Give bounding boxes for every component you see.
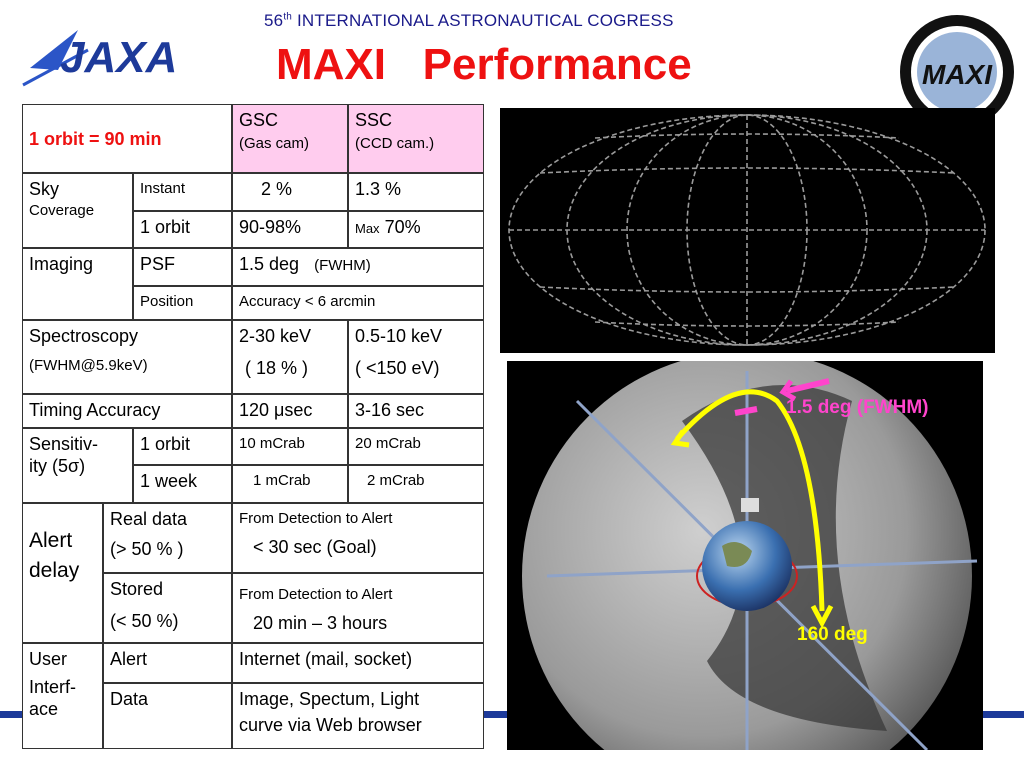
spec-ssc-cell: 0.5-10 keV ( <150 eV): [348, 320, 484, 394]
orbit-header: 1 orbit = 90 min: [22, 104, 232, 173]
stored-value: 20 min – 3 hours: [253, 613, 388, 633]
orbit-ssc-value: 70%: [384, 217, 421, 237]
instant-gsc-cell: 2 %: [232, 173, 348, 211]
timing-gsc-cell: 120 μsec: [232, 394, 348, 428]
instant-cell: Instant: [133, 173, 232, 211]
footer-rule: [982, 711, 1024, 718]
alert-value-cell: Internet (mail, socket): [232, 643, 484, 683]
psf-cell: PSF: [133, 248, 232, 286]
real-data-from: From Detection to Alert: [239, 510, 393, 527]
svg-text:JAXA: JAXA: [60, 33, 177, 82]
gsc-header: GSC (Gas cam): [232, 104, 348, 173]
spec-ssc-sub: ( <150 eV): [355, 358, 440, 378]
real-data-sublabel: (> 50 % ): [110, 539, 184, 559]
user-interface-cell: User Interf- ace: [22, 643, 103, 749]
real-data-value-cell: From Detection to Alert < 30 sec (Goal): [232, 503, 484, 573]
spec-gsc-sub: ( 18 % ): [245, 358, 309, 378]
sens-orbit-cell: 1 orbit: [133, 428, 232, 465]
sensitivity-label: Sensitiv-: [29, 434, 99, 454]
gsc-label: GSC: [239, 110, 279, 130]
stored-label: Stored: [110, 579, 164, 599]
ssc-header: SSC (CCD cam.): [348, 104, 484, 173]
user-label: User: [29, 649, 68, 669]
psf-value: 1.5 deg: [239, 254, 300, 274]
stored-value-cell: From Detection to Alert 20 min – 3 hours: [232, 573, 484, 643]
instant-ssc-cell: 1.3 %: [348, 173, 484, 211]
ace-label: ace: [29, 699, 59, 719]
data-row-cell: Data: [103, 683, 232, 749]
coverage-label: Coverage: [29, 202, 95, 219]
alert-label: Alert: [29, 529, 73, 552]
spectroscopy-cell: Spectroscopy (FWHM@5.9keV): [22, 320, 232, 394]
gsc-sublabel: (Gas cam): [239, 135, 310, 152]
sky-map-image: [500, 108, 995, 353]
stored-cell: Stored (< 50 %): [103, 573, 232, 643]
delay-label: delay: [29, 559, 80, 582]
sens-week-cell: 1 week: [133, 465, 232, 503]
footer-rule: [0, 711, 22, 718]
orbit-text: 1 orbit = 90 min: [29, 129, 162, 149]
timing-ssc-cell: 3-16 sec: [348, 394, 484, 428]
imaging-cell: Imaging: [22, 248, 133, 320]
spec-ssc-value: 0.5-10 keV: [355, 326, 443, 346]
sky-sphere-image: [507, 351, 983, 768]
data-value-line2: curve via Web browser: [239, 715, 422, 735]
spec-gsc-cell: 2-30 keV ( 18 % ): [232, 320, 348, 394]
conference-title: 56th INTERNATIONAL ASTRONAUTICAL COGRESS: [264, 11, 674, 30]
timing-cell: Timing Accuracy: [22, 394, 232, 428]
sky-coverage-cell: Sky Coverage: [22, 173, 133, 248]
sens-week-gsc-cell: 1 mCrab: [232, 465, 348, 503]
position-value-cell: Accuracy < 6 arcmin: [232, 286, 484, 320]
sens-orbit-gsc-cell: 10 mCrab: [232, 428, 348, 465]
psf-value-cell: 1.5 deg (FWHM): [232, 248, 484, 286]
one-orbit-cell: 1 orbit: [133, 211, 232, 248]
data-value-line1: Image, Spectum, Light: [239, 689, 420, 709]
page-title: MAXI Performance: [276, 40, 692, 89]
orbit-ssc-cell: Max 70%: [348, 211, 484, 248]
sensitivity-cell: Sensitiv- ity (5σ): [22, 428, 133, 503]
degree-annotation: 160 deg: [797, 624, 868, 645]
spec-gsc-value: 2-30 keV: [239, 326, 312, 346]
stored-sublabel: (< 50 %): [110, 611, 179, 631]
real-data-label: Real data: [110, 509, 188, 529]
spectroscopy-label: Spectroscopy: [29, 326, 139, 346]
alert-delay-cell: Alert delay: [22, 503, 103, 643]
max-label: Max: [355, 221, 380, 236]
sens-orbit-ssc-cell: 20 mCrab: [348, 428, 484, 465]
alert-row-cell: Alert: [103, 643, 232, 683]
interf-label: Interf-: [29, 677, 77, 697]
data-value-cell: Image, Spectum, Light curve via Web brow…: [232, 683, 484, 749]
svg-text:MAXI: MAXI: [922, 59, 993, 90]
real-data-cell: Real data (> 50 % ): [103, 503, 232, 573]
maxi-mission-badge: MAXI: [897, 12, 1017, 132]
footer-rule: [484, 711, 508, 718]
sky-label: Sky: [29, 179, 60, 199]
psf-fwhm: (FWHM): [314, 257, 371, 274]
ssc-sublabel: (CCD cam.): [355, 135, 435, 152]
spectroscopy-sublabel: (FWHM@5.9keV): [29, 357, 148, 374]
fwhm-annotation: 1.5 deg (FWHM): [786, 397, 929, 418]
real-data-value: < 30 sec (Goal): [253, 537, 377, 557]
position-cell: Position: [133, 286, 232, 320]
stored-from: From Detection to Alert: [239, 586, 393, 603]
jaxa-logo: JAXA: [18, 10, 178, 105]
orbit-gsc-cell: 90-98%: [232, 211, 348, 248]
ssc-label: SSC: [355, 110, 393, 130]
sensitivity-label-2: ity (5σ): [29, 456, 86, 476]
sens-week-ssc-cell: 2 mCrab: [348, 465, 484, 503]
